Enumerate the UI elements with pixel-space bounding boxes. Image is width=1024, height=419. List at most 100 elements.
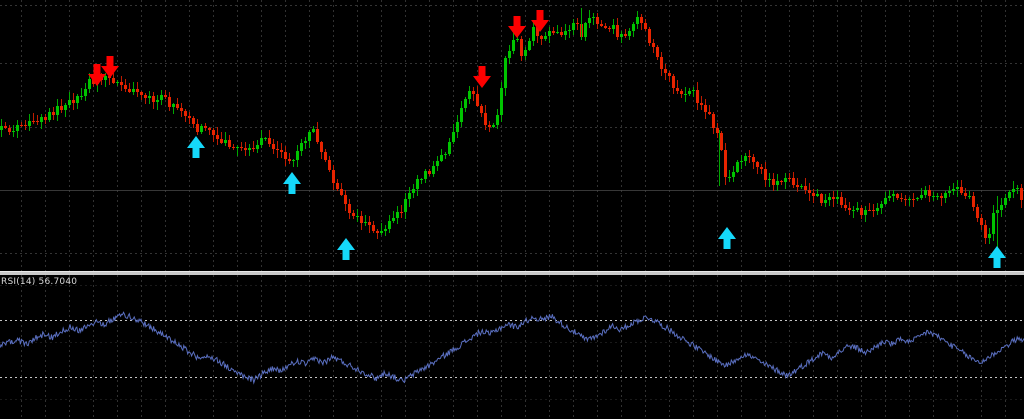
candle-body — [36, 121, 39, 123]
candle-body — [356, 216, 359, 218]
candle-body — [308, 131, 311, 142]
candle-body — [960, 187, 963, 194]
candle-body — [476, 94, 479, 106]
arrow-shaft — [288, 183, 296, 194]
candle-body — [320, 142, 323, 153]
candle-body — [40, 117, 43, 123]
candle-wick — [61, 98, 62, 113]
candle-body — [80, 95, 83, 97]
candle-body — [972, 196, 975, 208]
candle-body — [692, 89, 695, 92]
candle-wick — [853, 206, 854, 218]
candle-body — [732, 171, 735, 177]
candle-wick — [221, 132, 222, 145]
candle-body — [868, 209, 871, 211]
candle-body — [272, 143, 275, 150]
candle-body — [412, 189, 415, 193]
candle-body — [916, 198, 919, 200]
candle-body — [332, 170, 335, 184]
candle-body — [596, 17, 599, 25]
candle-body — [192, 117, 195, 124]
arrow-head — [473, 76, 491, 88]
candle-body — [964, 193, 967, 197]
candle-body — [924, 189, 927, 196]
candle-body — [1016, 188, 1019, 190]
candle-body — [528, 41, 531, 50]
candle-body — [12, 130, 15, 132]
candle-body — [200, 126, 203, 132]
candle-body — [304, 141, 307, 143]
candle-wick — [781, 180, 782, 186]
candle-body — [1000, 205, 1003, 210]
candle-body — [472, 91, 475, 95]
candle-body — [220, 139, 223, 144]
candle-body — [704, 104, 707, 113]
candle-body — [436, 160, 439, 166]
candle-body — [0, 125, 3, 130]
candle-wick — [729, 169, 730, 183]
candle-body — [420, 179, 423, 181]
candle-body — [644, 23, 647, 30]
arrow-head — [187, 136, 205, 148]
candle-body — [432, 165, 435, 175]
candle-wick — [401, 205, 402, 219]
candle-body — [688, 91, 691, 95]
sell-signal-arrow-down-icon — [531, 10, 549, 32]
candle-body — [372, 225, 375, 231]
candle-body — [836, 197, 839, 200]
candle-body — [232, 146, 235, 149]
candle-body — [752, 157, 755, 162]
candle-body — [280, 150, 283, 152]
candle-body — [360, 216, 363, 223]
candle-body — [636, 17, 639, 24]
candle-body — [208, 127, 211, 131]
candle-body — [324, 152, 327, 161]
candle-body — [224, 139, 227, 144]
candle-wick — [81, 88, 82, 101]
candle-body — [60, 106, 63, 110]
candle-body — [588, 17, 591, 24]
candle-body — [68, 99, 71, 105]
candle-body — [228, 139, 231, 147]
candle-body — [4, 125, 7, 128]
candle-wick — [913, 192, 914, 207]
candle-body — [548, 30, 551, 36]
buy-signal-arrow-up-icon — [718, 227, 736, 249]
candle-body — [488, 124, 491, 127]
candle-body — [292, 159, 295, 161]
candle-wick — [605, 22, 606, 30]
candle-body — [892, 194, 895, 197]
candle-body — [668, 72, 671, 76]
candle-body — [912, 198, 915, 200]
candle-body — [48, 111, 51, 120]
candle-body — [480, 105, 483, 113]
candle-body — [492, 124, 495, 127]
candle-body — [592, 17, 595, 19]
candlestick-series — [0, 8, 1023, 268]
candle-body — [524, 49, 527, 56]
candle-body — [876, 208, 879, 211]
candle-body — [856, 207, 859, 210]
candle-body — [316, 128, 319, 143]
buy-signal-arrow-up-icon — [187, 136, 205, 158]
candle-body — [168, 96, 171, 107]
candle-body — [760, 166, 763, 169]
candle-body — [684, 94, 687, 96]
candle-wick — [909, 196, 910, 206]
candle-body — [84, 88, 87, 96]
candle-body — [908, 198, 911, 200]
candle-body — [628, 30, 631, 36]
candle-body — [240, 146, 243, 148]
candle-body — [448, 141, 451, 154]
candle-body — [56, 106, 59, 116]
candle-wick — [293, 158, 294, 167]
candle-body — [720, 132, 723, 151]
candle-body — [696, 89, 699, 103]
candle-body — [264, 138, 267, 140]
candle-body — [64, 104, 67, 110]
candle-body — [980, 217, 983, 226]
candle-body — [380, 230, 383, 234]
candle-body — [428, 171, 431, 175]
